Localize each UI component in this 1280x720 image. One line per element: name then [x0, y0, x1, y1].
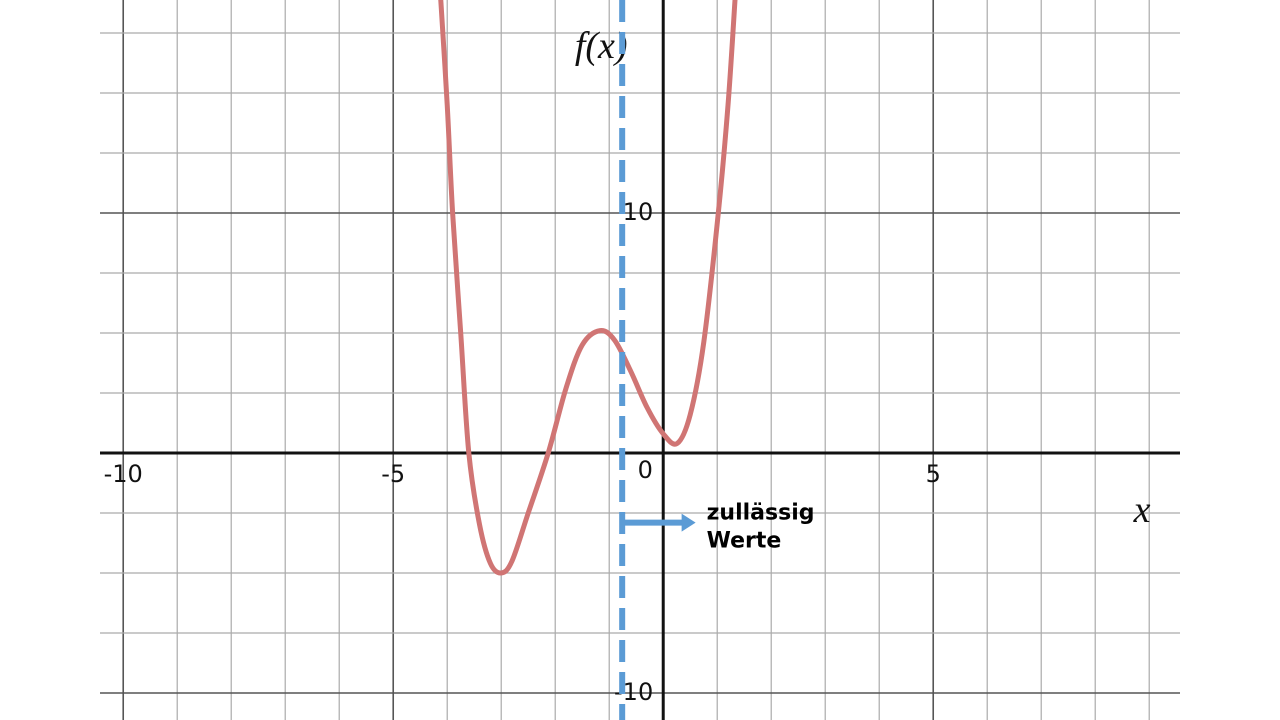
y-tick-label: 10 — [623, 198, 654, 226]
x-axis-label: x — [1133, 489, 1151, 531]
curve — [438, 0, 738, 576]
annotation: zullässig — [707, 501, 815, 526]
x-tick-label: -10 — [104, 460, 143, 488]
y-axis-label: f(x) — [575, 25, 628, 67]
annotation: Werte — [707, 529, 782, 554]
arrow-head — [681, 513, 696, 532]
x-tick-label: 0 — [638, 456, 653, 484]
x-tick-label: 5 — [926, 460, 941, 488]
x-tick-label: -5 — [381, 460, 405, 488]
